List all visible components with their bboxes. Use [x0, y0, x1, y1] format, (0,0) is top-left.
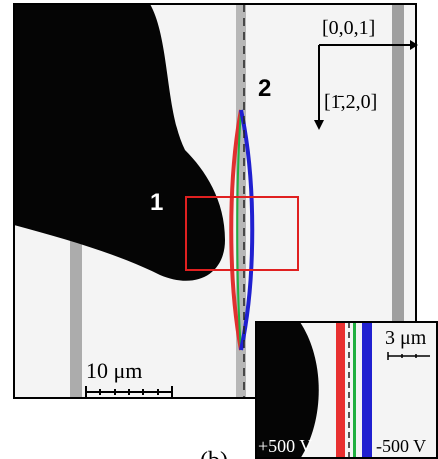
voltage-label: -500 V: [376, 436, 426, 456]
direction-label: [1̄,2,0]: [324, 91, 377, 113]
panel-label: (b): [200, 448, 228, 459]
voltage-label: +500 V: [258, 436, 312, 456]
point-label: 2: [258, 75, 271, 102]
figure: [0,0,1] [1̄,2,0] 2 1 10 μm 3 μm +500 V -…: [0, 0, 438, 459]
point-label: 1: [150, 189, 163, 216]
scale-label: 10 μm: [86, 358, 142, 383]
scale-label: 3 μm: [385, 327, 427, 349]
inset: 3 μm +500 V -500 V: [256, 322, 438, 459]
direction-label: [0,0,1]: [322, 17, 375, 39]
